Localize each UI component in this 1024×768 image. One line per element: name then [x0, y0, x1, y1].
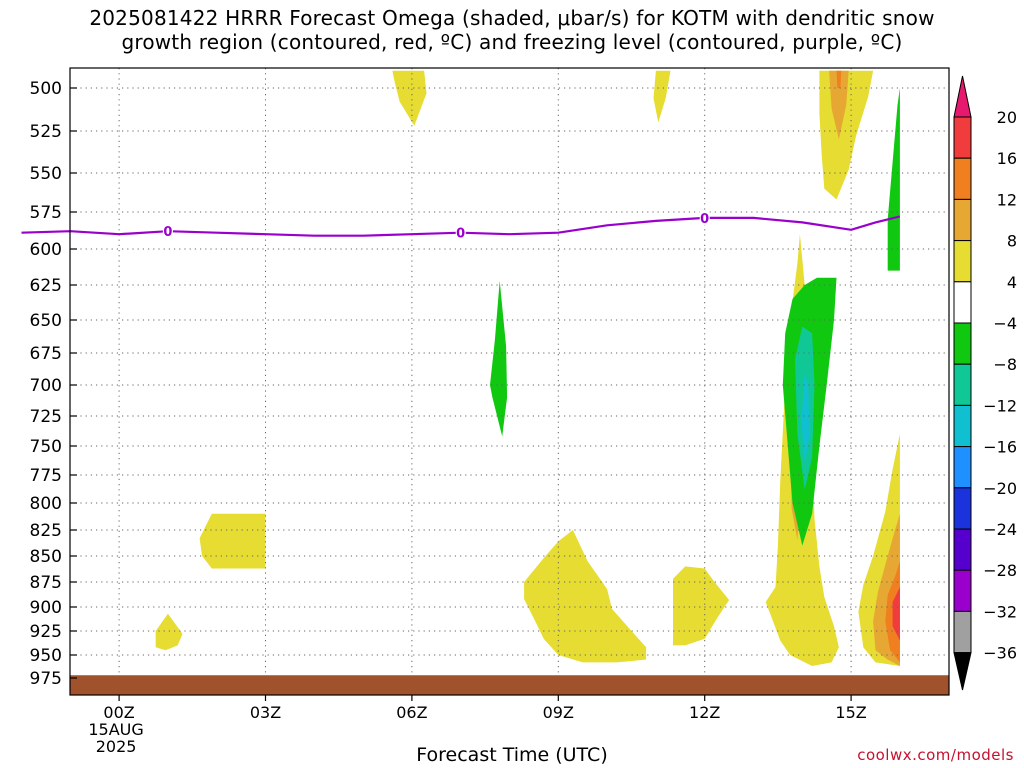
freezing-level-label: 0 [163, 225, 172, 240]
chart-title: 2025081422 HRRR Forecast Omega (shaded, … [0, 6, 1024, 54]
colorbar-label: 8 [1007, 232, 1017, 251]
title-line-2: growth region (contoured, red, ºC) and f… [121, 30, 903, 54]
x-tick-label: 03Z [250, 703, 281, 722]
y-axis-ticks: 500 525 550 575 600 625 650 675 700 725 750 775 800 8… [30, 79, 77, 689]
colorbar-label: −8 [993, 355, 1017, 374]
colorbar-bin [953, 363, 972, 406]
colorbar-arrow-bottom [953, 652, 972, 691]
y-tick-label: 625 [30, 276, 62, 296]
omega-region-8 [524, 530, 647, 663]
colorbar-bin [953, 528, 972, 571]
y-tick-label: 975 [30, 669, 62, 689]
y-tick-label: 525 [30, 122, 62, 142]
omega-region-16 [490, 280, 508, 437]
y-tick-label: 650 [30, 311, 62, 331]
colorbar-bin [953, 322, 972, 365]
colorbar-label: −28 [983, 561, 1017, 580]
colorbar-label: −24 [983, 520, 1017, 539]
x-tick-label: 06Z [396, 703, 427, 722]
y-tick-label: 750 [30, 437, 62, 457]
omega-region-4 [829, 70, 849, 140]
colorbar-bin [953, 157, 972, 200]
colorbar-bin [953, 281, 972, 324]
y-tick-label: 600 [30, 240, 62, 260]
freezing-level-label: 0 [456, 227, 465, 242]
colorbar-bin [953, 116, 972, 159]
x-tick-label: 15Z [835, 703, 866, 722]
y-tick-label: 725 [30, 407, 62, 427]
y-tick-label: 900 [30, 598, 62, 618]
x-tick-label: 12Z [689, 703, 720, 722]
omega-regions [155, 70, 900, 666]
y-tick-label: 700 [30, 376, 62, 396]
y-tick-label: 775 [30, 466, 62, 486]
grid-lines [70, 68, 949, 695]
colorbar-bin [953, 446, 972, 489]
colorbar-label: 4 [1007, 273, 1017, 292]
freezing-label-bg [699, 210, 710, 225]
freezing-label-bg [162, 224, 173, 239]
colorbar-bin [953, 569, 972, 612]
colorbar-label: −36 [983, 644, 1017, 663]
y-tick-label: 800 [30, 494, 62, 514]
colorbar-label: −16 [983, 438, 1017, 457]
freezing-level-line [21, 215, 901, 237]
omega-region-5 [836, 70, 842, 88]
x-tick-label: 09Z [543, 703, 574, 722]
colorbar-bin [953, 487, 972, 530]
y-tick-label: 675 [30, 344, 62, 364]
colorbar-bin [953, 198, 972, 242]
colorbar-label: −4 [993, 314, 1017, 333]
y-tick-label: 500 [30, 79, 62, 99]
omega-region-19 [801, 372, 810, 464]
surface-fill [70, 675, 949, 695]
omega-region-7 [155, 613, 183, 651]
colorbar-label: 20 [997, 108, 1017, 127]
omega-colorbar: 20 16 12 8 4 −4 −8 −12 −16 −20 −24 −28 −32 −36 [953, 75, 1017, 691]
x-tick-sublabel: 2025 [96, 737, 137, 756]
y-tick-label: 575 [30, 203, 62, 223]
colorbar-label: −32 [983, 602, 1017, 621]
colorbar-bin [953, 404, 972, 448]
omega-region-15 [892, 587, 900, 641]
y-tick-label: 925 [30, 622, 62, 642]
x-axis-label: Forecast Time (UTC) [416, 744, 608, 766]
colorbar-arrow-top [953, 75, 972, 118]
y-tick-label: 825 [30, 521, 62, 541]
watermark: coolwx.com/models [857, 746, 1014, 764]
omega-region-9 [673, 566, 730, 646]
omega-region-6 [199, 513, 266, 569]
colorbar-label: 12 [997, 190, 1017, 209]
y-tick-label: 875 [30, 573, 62, 593]
y-tick-label: 950 [30, 646, 62, 666]
y-tick-label: 850 [30, 547, 62, 567]
omega-region-1 [392, 70, 427, 126]
y-tick-label: 550 [30, 164, 62, 184]
freezing-level-label: 0 [700, 212, 709, 227]
colorbar-label: 16 [997, 149, 1017, 168]
freezing-label-bg [455, 225, 466, 240]
plot-frame [69, 67, 950, 696]
colorbar-bin [953, 610, 972, 654]
freezing-level-contour: 0 0 0 [21, 210, 901, 242]
colorbar-bin [953, 240, 972, 283]
title-line-1: 2025081422 HRRR Forecast Omega (shaded, … [89, 6, 935, 30]
x-tick-label: 00Z [103, 703, 134, 722]
colorbar-label: −12 [983, 396, 1017, 415]
colorbar-label: −20 [983, 479, 1017, 498]
x-tick-sublabel: 15AUG [88, 720, 143, 739]
omega-region-20 [887, 88, 900, 271]
surface-ground [70, 675, 949, 695]
omega-region-2 [653, 70, 671, 123]
